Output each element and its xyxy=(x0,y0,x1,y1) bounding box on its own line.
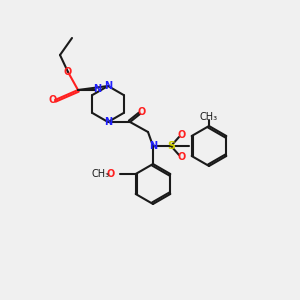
Text: S: S xyxy=(167,141,175,151)
Text: O: O xyxy=(138,107,146,117)
Text: O: O xyxy=(64,67,72,77)
Text: N: N xyxy=(104,117,112,127)
Text: N: N xyxy=(149,141,157,151)
Text: CH₃: CH₃ xyxy=(200,112,218,122)
Text: N: N xyxy=(104,81,112,91)
Text: N: N xyxy=(93,84,101,94)
Text: O: O xyxy=(106,169,115,179)
Text: O: O xyxy=(178,152,186,162)
Text: O: O xyxy=(49,95,57,105)
Text: O: O xyxy=(178,130,186,140)
Text: CH₃: CH₃ xyxy=(92,169,110,179)
